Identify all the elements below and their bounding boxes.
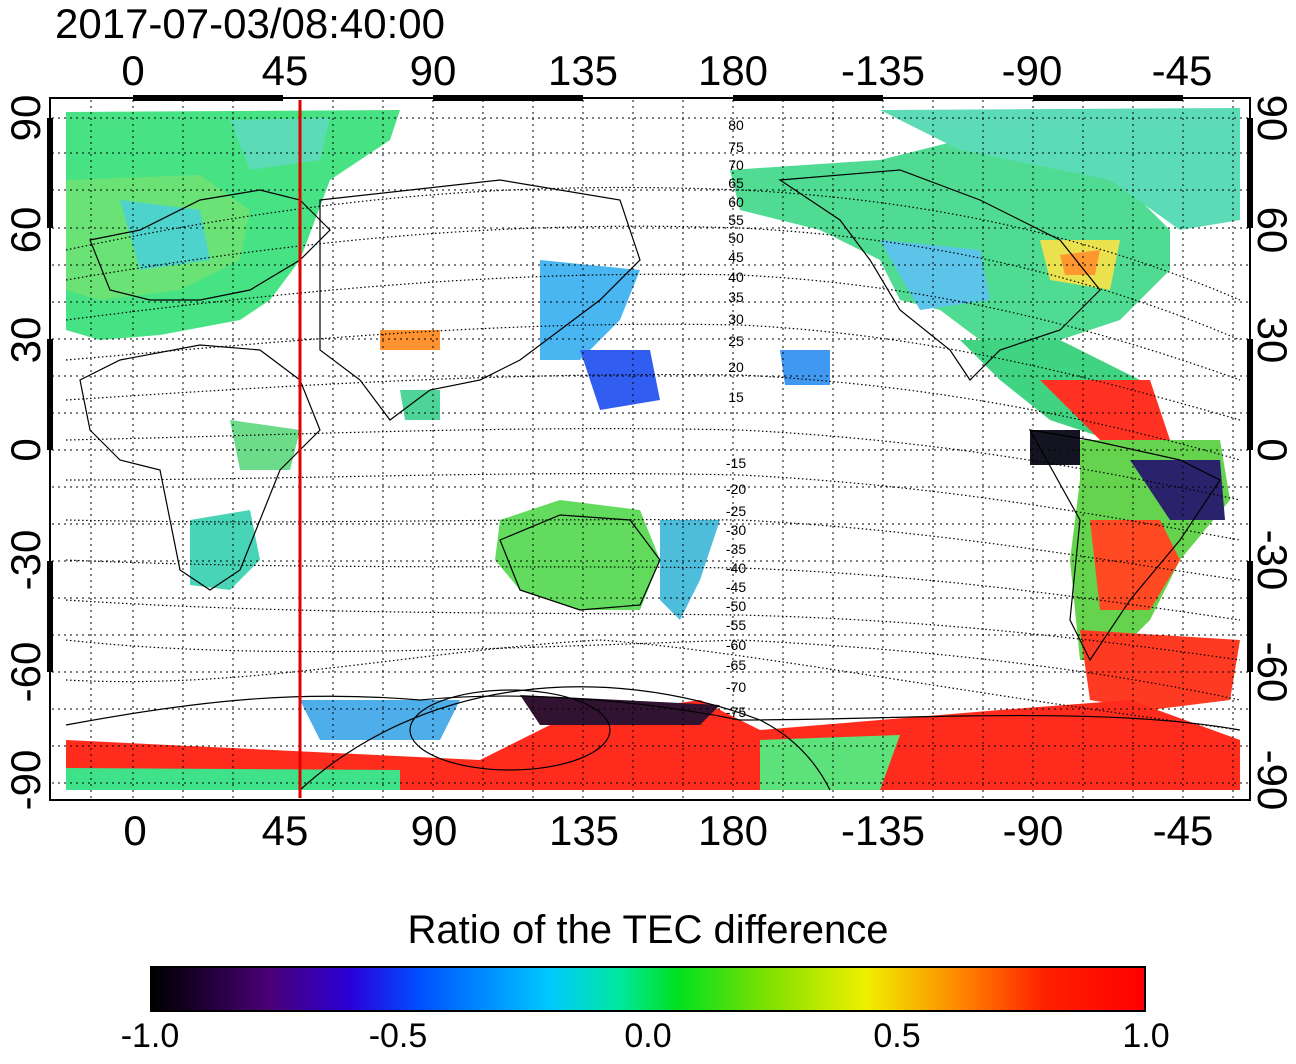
mlat-label: -70 [726,679,746,695]
mlat-label: 50 [728,230,744,246]
lon-tick-top: 45 [261,47,309,94]
colorbar-tick-label: 0.0 [624,1017,672,1055]
colorbar [150,966,1146,1012]
mlat-label: -40 [726,560,746,576]
mlat-label: -45 [726,579,746,595]
lon-tick-top: 0 [121,47,145,94]
mlat-label: -65 [726,657,746,673]
colorbar-tick-label: -0.5 [368,1017,428,1055]
mlat-label: 65 [728,175,744,191]
mlat-label: 45 [728,249,744,265]
mlat-labels-south: -15 -20 -25 -30 -35 -40 -45 -50 -55 -60 … [726,455,746,720]
mlat-label: -20 [726,481,746,497]
mlat-label: 40 [728,269,744,285]
colorbar-tick-label: 0.5 [873,1017,921,1055]
lon-tick-bottom: -135 [840,807,926,854]
colorbar-tick-label: -1.0 [120,1017,180,1055]
lon-tick-bottom: 180 [697,807,769,854]
mlat-label: 60 [728,194,744,210]
lon-tick-top: 180 [697,47,769,94]
mlat-label: -50 [726,598,746,614]
lon-tick-top: 90 [409,47,457,94]
mlat-label: 30 [728,311,744,327]
mlat-label: 55 [728,212,744,228]
mlat-label: -15 [726,455,746,471]
coastlines [65,169,1241,791]
colorbar-title: Ratio of the TEC difference [407,908,889,952]
lon-tick-bottom: 45 [261,807,309,854]
mlat-label: -30 [726,522,746,538]
mlat-label: 25 [728,333,744,349]
mlat-label: -60 [726,637,746,653]
mlat-labels-north: 80 75 70 65 60 55 50 45 40 35 30 25 20 1… [728,117,744,405]
lon-tick-top: -135 [840,47,926,94]
lon-tick-bottom: 0 [123,807,147,854]
graticule [52,100,1248,798]
lon-tick-bottom: 90 [410,807,458,854]
magnetic-latitude-contours [65,186,1241,731]
mlat-label: 35 [728,289,744,305]
lon-tick-bottom: -45 [1152,807,1214,854]
mlat-label: 20 [728,359,744,375]
lon-tick-bottom: 135 [548,807,620,854]
map-plot-area: 80 75 70 65 60 55 50 45 40 35 30 25 20 1… [47,95,1253,801]
mlat-label: 75 [728,139,744,155]
mlat-label: -75 [726,704,746,720]
mlat-label: 80 [728,117,744,133]
mlat-label: -55 [726,617,746,633]
lon-tick-top: 135 [547,47,619,94]
mlat-label: -25 [726,503,746,519]
frame-ticks [47,95,1253,672]
lon-tick-bottom: -90 [1002,807,1064,854]
timestamp-title: 2017-07-03/08:40:00 [55,0,445,47]
mlat-label: -35 [726,541,746,557]
lon-tick-top: -45 [1151,47,1213,94]
mlat-label: 70 [728,157,744,173]
tec-map: 80 75 70 65 60 55 50 45 40 35 30 25 20 1… [47,95,1253,801]
mlat-label: 15 [728,389,744,405]
lon-tick-top: -90 [1001,47,1063,94]
colorbar-tick-label: 1.0 [1122,1017,1170,1055]
